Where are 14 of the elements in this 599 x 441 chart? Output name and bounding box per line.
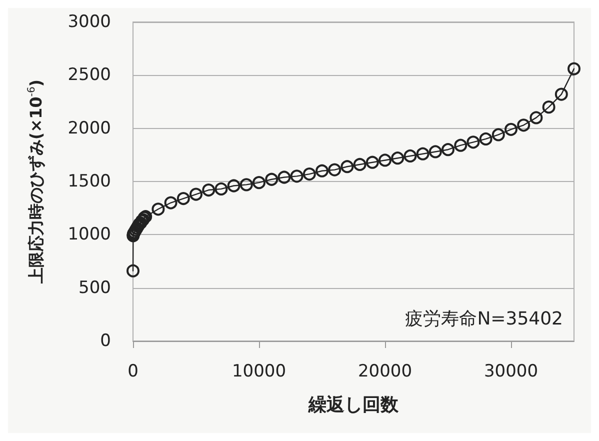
x-tick-label: 10000 — [232, 362, 286, 382]
y-axis-title: 上限応力時のひずみ(×10-6) — [26, 79, 46, 285]
y-tick-label: 3000 — [68, 12, 111, 32]
x-tick-label: 30000 — [484, 362, 538, 382]
y-tick-label: 2000 — [68, 118, 111, 138]
x-axis-title: 繰返し回数 — [308, 394, 400, 416]
y-tick-label: 2500 — [68, 65, 111, 86]
x-tick-label: 0 — [128, 362, 138, 382]
annotation: 疲労寿命N=35402 — [405, 308, 564, 330]
y-tick-label: 1500 — [68, 172, 111, 192]
y-tick-label: 0 — [100, 331, 111, 351]
y-tick-label: 1000 — [68, 224, 111, 245]
y-tick-label: 500 — [78, 278, 111, 298]
x-tick-label: 20000 — [358, 362, 412, 382]
